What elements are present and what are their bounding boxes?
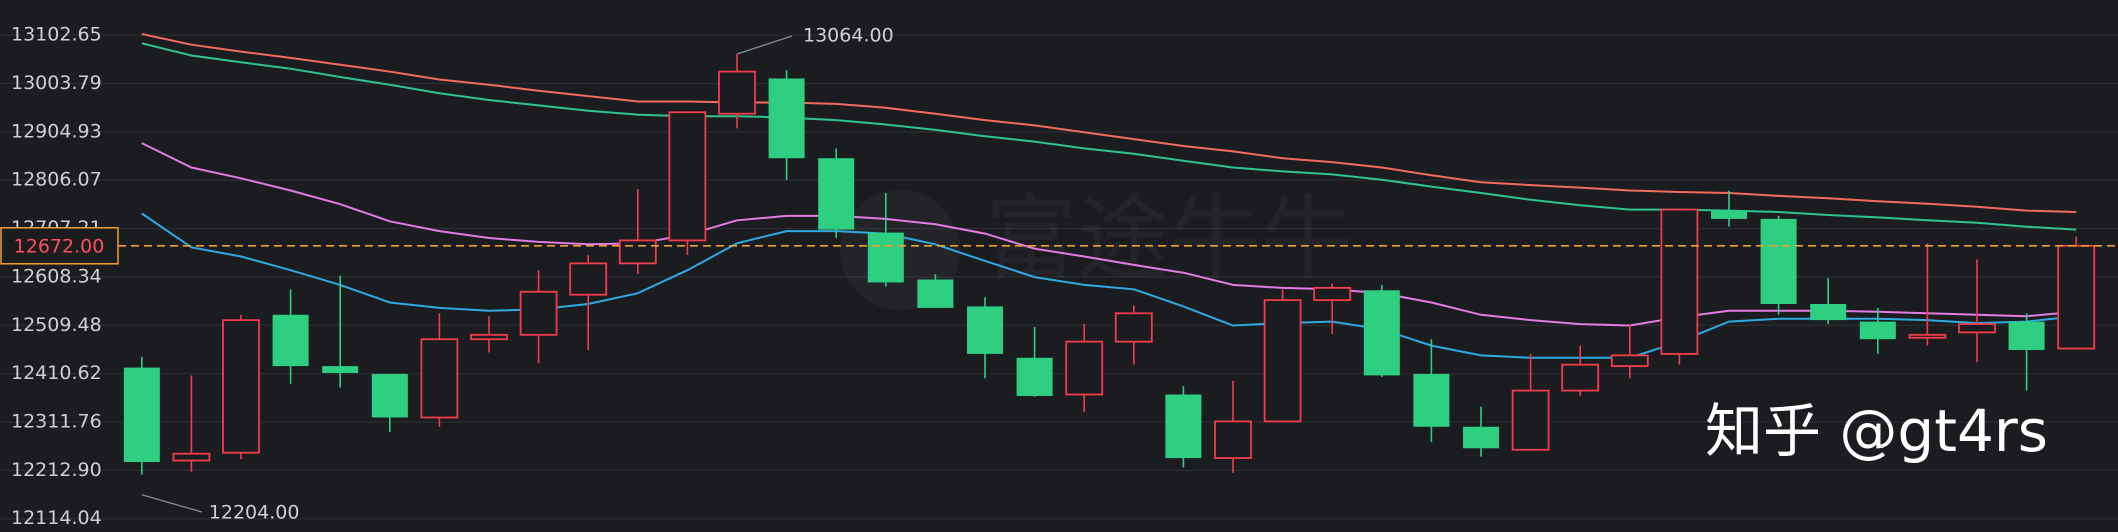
last-price-box	[0, 227, 119, 265]
candle-body	[1263, 299, 1302, 423]
candle-body	[420, 338, 459, 419]
candle-body	[1463, 426, 1499, 449]
candle-body	[1660, 208, 1699, 355]
grid	[0, 34, 2118, 520]
candle-body	[768, 78, 805, 159]
last-price-label: 12672.00	[14, 235, 105, 257]
candle-body	[668, 111, 707, 242]
candle-body	[272, 314, 309, 367]
y-tick-label: 12311.76	[11, 411, 102, 433]
candle-body	[1810, 303, 1847, 321]
candle-body	[1363, 290, 1400, 376]
candle-body	[2057, 244, 2096, 350]
candle-body	[1958, 323, 1996, 334]
candle-body	[1065, 340, 1104, 396]
y-tick-label: 12212.90	[11, 459, 102, 481]
ma-line	[141, 42, 2077, 231]
y-tick-label: 12509.48	[11, 314, 102, 336]
y-tick-label: 12608.34	[11, 265, 102, 287]
candle-body	[1610, 354, 1649, 368]
ma-line	[141, 33, 2077, 213]
candle-body	[1214, 420, 1252, 459]
candle-body	[1711, 210, 1747, 219]
candle-body	[519, 290, 558, 336]
candle-body	[470, 333, 508, 341]
ma-line	[141, 212, 2077, 359]
candle-body	[569, 262, 608, 296]
candle-body	[1114, 312, 1153, 343]
candle-body	[1908, 333, 1947, 339]
high-label: 13064.00	[803, 25, 894, 47]
candle-body	[967, 306, 1003, 354]
candle-body	[1760, 218, 1797, 304]
candle-body	[222, 319, 260, 454]
y-tick-label: 12904.93	[11, 120, 102, 142]
watermark: 富途牛牛	[985, 185, 1353, 292]
candle-body	[867, 232, 904, 283]
candle-body	[2008, 321, 2045, 350]
low-pointer	[141, 494, 202, 513]
low-label: 12204.00	[209, 502, 300, 524]
candle-body	[1165, 394, 1202, 459]
candle-body	[123, 367, 160, 462]
y-tick-label: 12806.07	[11, 169, 102, 191]
candle-body	[371, 373, 408, 418]
candle-body	[818, 158, 855, 230]
credit: 知乎 @gt4rs	[1705, 397, 2048, 465]
candle-body	[718, 70, 756, 115]
candle-body	[322, 366, 359, 373]
candle-body	[1313, 286, 1352, 301]
candle-body	[172, 452, 211, 462]
y-tick-label: 13003.79	[11, 72, 102, 94]
plot: 13102.6513003.7912904.9312806.0712707.21…	[0, 24, 2118, 529]
y-tick-label: 12410.62	[11, 362, 102, 384]
candle-body	[1561, 363, 1600, 392]
ma-line	[141, 142, 2077, 327]
candle-body	[1511, 389, 1550, 451]
candle-body	[1859, 321, 1896, 340]
candle-body	[1016, 357, 1053, 396]
high-pointer	[736, 35, 793, 55]
candle-body	[618, 239, 657, 265]
y-tick-label: 12114.04	[11, 507, 102, 529]
candle-body	[917, 279, 954, 308]
y-tick-label: 13102.65	[11, 24, 102, 46]
candle-body	[1413, 373, 1450, 427]
